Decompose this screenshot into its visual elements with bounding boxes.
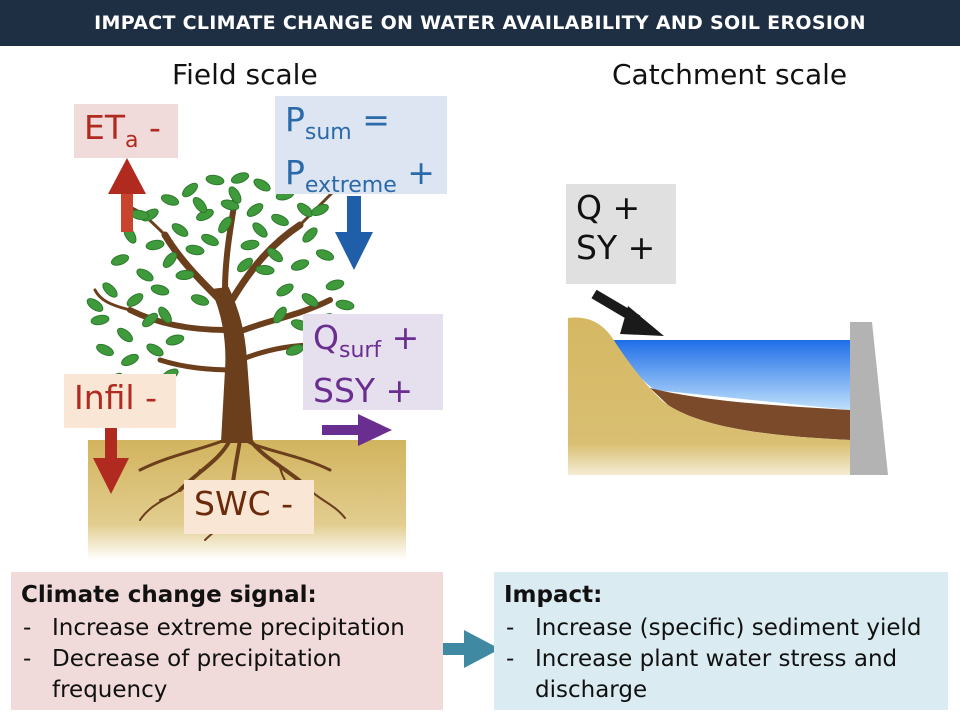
qsurf-line: Qsurf + — [313, 318, 420, 363]
leaf — [110, 254, 130, 266]
impact-list: Increase (specific) sediment yield Incre… — [504, 613, 938, 706]
leaf — [175, 269, 195, 281]
leaf — [237, 257, 253, 273]
leaf — [117, 327, 133, 343]
leaf — [160, 194, 180, 206]
sy-line: SY + — [576, 228, 656, 267]
leaf — [190, 294, 210, 306]
infiltration-arrow — [93, 422, 129, 494]
climate-signal-box: Climate change signal: Increase extreme … — [11, 572, 443, 710]
ssy-line: SSY + — [313, 371, 414, 410]
leaf — [335, 299, 355, 311]
leaf — [142, 312, 158, 328]
leaf — [102, 282, 118, 298]
leaf — [165, 334, 185, 346]
list-item: Increase plant water stress and discharg… — [504, 644, 938, 706]
leaf — [271, 213, 289, 227]
leaf — [86, 298, 104, 312]
list-item: Increase extreme precipitation — [21, 613, 433, 644]
leaf — [302, 227, 318, 243]
leaf — [126, 293, 144, 307]
leaf — [150, 284, 170, 296]
discharge-sediment-label: Q + SY + — [566, 184, 676, 284]
leaf — [246, 203, 264, 217]
leaf — [255, 264, 275, 276]
psum-line: Psum = — [285, 100, 390, 145]
leaf — [130, 209, 150, 221]
leaf — [240, 239, 260, 251]
leaf — [290, 259, 310, 271]
impact-box: Impact: Increase (specific) sediment yie… — [494, 572, 948, 710]
leaf — [273, 306, 287, 324]
tree-trunk — [93, 188, 337, 443]
leaf — [205, 174, 225, 186]
leaf — [182, 182, 198, 198]
infiltration-label: Infil - — [64, 374, 176, 428]
leaf — [185, 244, 205, 256]
leaf — [325, 279, 345, 291]
leaf — [96, 343, 114, 357]
leaf — [311, 203, 329, 217]
eta-arrow — [108, 158, 146, 232]
list-item: Decrease of precipitation frequency — [21, 644, 433, 706]
leaf — [230, 172, 250, 184]
leaf — [162, 252, 178, 268]
leaf — [267, 247, 283, 263]
leaf — [315, 249, 335, 261]
climate-signal-list: Increase extreme precipitation Decrease … — [21, 613, 433, 706]
leaf — [252, 222, 268, 238]
leaf — [301, 293, 319, 307]
hillslope — [568, 317, 850, 475]
catchment-scale-title: Catchment scale — [612, 58, 848, 91]
impact-title: Impact: — [504, 582, 603, 608]
q-line: Q + — [576, 188, 641, 227]
pextreme-line: Pextreme + — [285, 153, 435, 198]
runoff-label: Qsurf + SSY + — [303, 314, 443, 410]
header-title: IMPACT CLIMATE CHANGE ON WATER AVAILABIL… — [94, 12, 866, 34]
leaf — [171, 223, 189, 237]
sediment-layer — [650, 388, 850, 440]
leaf — [192, 197, 208, 213]
leaf — [146, 343, 164, 357]
leaf — [228, 186, 242, 204]
dam — [850, 322, 888, 475]
reservoir-water — [612, 340, 850, 410]
field-scale-title: Field scale — [172, 58, 318, 91]
list-item: Increase (specific) sediment yield — [504, 613, 938, 644]
leaf — [201, 233, 219, 247]
leaf — [158, 306, 172, 324]
leaf — [253, 178, 271, 192]
header-banner: IMPACT CLIMATE CHANGE ON WATER AVAILABIL… — [0, 0, 960, 46]
leaf — [220, 199, 240, 211]
leaf — [90, 314, 110, 326]
runoff-arrow — [322, 414, 392, 446]
leaf — [218, 216, 232, 234]
precipitation-label: Psum = Pextreme + — [275, 96, 447, 198]
eta-label: ETa - — [74, 104, 178, 158]
leaf — [121, 353, 139, 367]
discharge-arrow — [591, 289, 664, 336]
precipitation-arrow — [335, 196, 373, 270]
leaf — [276, 283, 294, 297]
leaf — [136, 268, 154, 282]
leaf — [297, 202, 313, 218]
climate-signal-title: Climate change signal: — [21, 582, 317, 608]
leaf — [145, 239, 165, 251]
soil-water-content-label: SWC - — [184, 480, 314, 534]
